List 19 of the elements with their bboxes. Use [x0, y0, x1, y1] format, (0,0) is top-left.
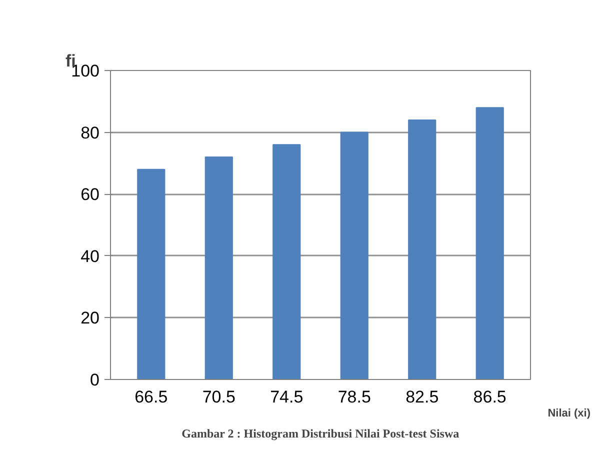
bar — [204, 156, 233, 380]
x-tick-label: 74.5 — [270, 388, 304, 406]
x-tick-label: 78.5 — [338, 388, 371, 406]
bar — [476, 107, 504, 380]
x-tick-label: 86.5 — [473, 388, 506, 406]
bar — [272, 144, 301, 380]
x-tick-label: 70.5 — [202, 388, 236, 406]
x-axis-title: Nilai (xi) — [548, 408, 591, 420]
bar — [137, 168, 166, 380]
y-tick-label: 80 — [80, 123, 100, 142]
text: Gambar 2 : Histogram Distribusi Nilai Post-test Siswa — [182, 426, 460, 440]
x-tick-label: 66.5 — [134, 388, 168, 406]
bar — [408, 119, 436, 380]
y-tick-label: 60 — [80, 185, 100, 204]
y-tick-label: 20 — [80, 308, 100, 328]
x-tick-label: 82.5 — [406, 388, 439, 406]
y-tick-label: 40 — [80, 246, 100, 266]
y-tick-label: 0 — [90, 370, 100, 390]
bar — [340, 132, 368, 380]
